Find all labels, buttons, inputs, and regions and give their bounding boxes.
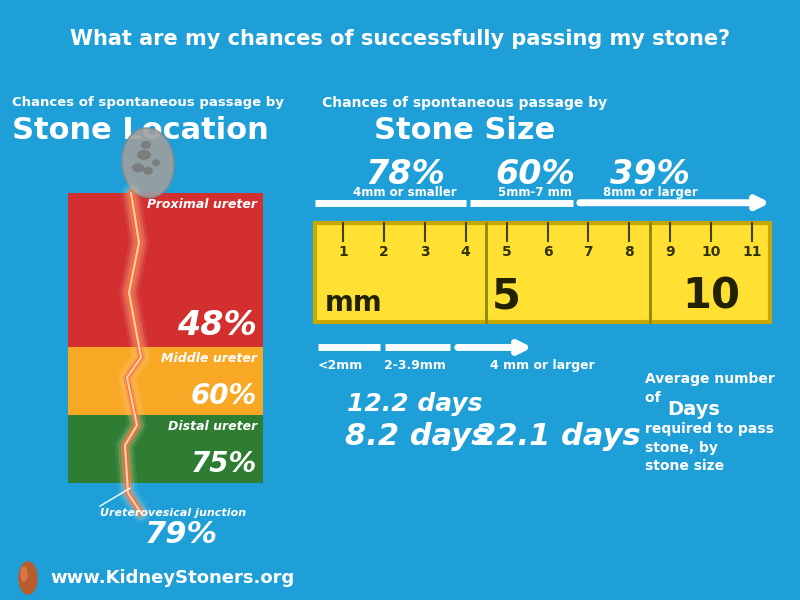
Text: 10: 10 [702, 245, 721, 259]
Text: required to pass
stone, by
stone size: required to pass stone, by stone size [645, 422, 774, 473]
Text: Chances of spontaneous passage by: Chances of spontaneous passage by [322, 96, 607, 110]
Text: 4 mm or larger: 4 mm or larger [490, 359, 594, 373]
Text: 1: 1 [338, 245, 348, 259]
Text: Middle ureter: Middle ureter [161, 352, 257, 365]
Text: 22.1 days: 22.1 days [475, 422, 641, 451]
Text: 4mm or smaller: 4mm or smaller [353, 186, 457, 199]
Ellipse shape [143, 167, 153, 175]
Text: 8: 8 [625, 245, 634, 259]
Text: 3: 3 [420, 245, 430, 259]
Text: 9: 9 [666, 245, 675, 259]
Text: 8.2 days: 8.2 days [345, 422, 490, 451]
Bar [68, 347, 263, 415]
Text: Distal ureter: Distal ureter [168, 420, 257, 433]
Text: Ureterovesical junction: Ureterovesical junction [100, 508, 246, 518]
Text: Proximal ureter: Proximal ureter [147, 198, 257, 211]
Text: 78%: 78% [365, 158, 445, 191]
Ellipse shape [132, 163, 144, 172]
Text: 2: 2 [379, 245, 389, 259]
Text: 60%: 60% [495, 158, 575, 191]
Text: <2mm: <2mm [318, 359, 362, 373]
Ellipse shape [21, 567, 27, 581]
Ellipse shape [122, 128, 174, 197]
Text: 4: 4 [461, 245, 470, 259]
Text: Chances of spontaneous passage by: Chances of spontaneous passage by [12, 96, 284, 109]
Text: What are my chances of successfully passing my stone?: What are my chances of successfully pass… [70, 29, 730, 49]
Text: Stone Location: Stone Location [12, 116, 269, 145]
Text: 79%: 79% [145, 520, 218, 549]
Text: 10: 10 [682, 275, 740, 317]
Ellipse shape [19, 562, 37, 594]
Text: 5: 5 [502, 245, 511, 259]
Text: 60%: 60% [190, 382, 257, 410]
Text: Average number
of: Average number of [645, 373, 774, 405]
Text: 5: 5 [492, 275, 521, 317]
Bar [68, 415, 263, 483]
Text: 75%: 75% [190, 450, 257, 478]
Text: 48%: 48% [177, 310, 257, 343]
Bar [68, 193, 263, 347]
FancyBboxPatch shape [315, 223, 770, 322]
Ellipse shape [137, 150, 151, 160]
Text: mm: mm [325, 289, 382, 317]
Text: 7: 7 [583, 245, 594, 259]
Text: 6: 6 [542, 245, 552, 259]
Text: 8mm or larger: 8mm or larger [602, 186, 698, 199]
Text: 39%: 39% [610, 158, 690, 191]
Text: Stone Size: Stone Size [374, 116, 556, 145]
Text: 12.2 days: 12.2 days [347, 392, 482, 416]
Ellipse shape [152, 160, 160, 166]
Text: 2-3.9mm: 2-3.9mm [384, 359, 446, 373]
Text: 5mm-7 mm: 5mm-7 mm [498, 186, 572, 199]
Text: 11: 11 [742, 245, 762, 259]
Text: Days: Days [667, 400, 720, 419]
Text: www.KidneyStoners.org: www.KidneyStoners.org [50, 569, 294, 587]
Ellipse shape [141, 141, 151, 149]
